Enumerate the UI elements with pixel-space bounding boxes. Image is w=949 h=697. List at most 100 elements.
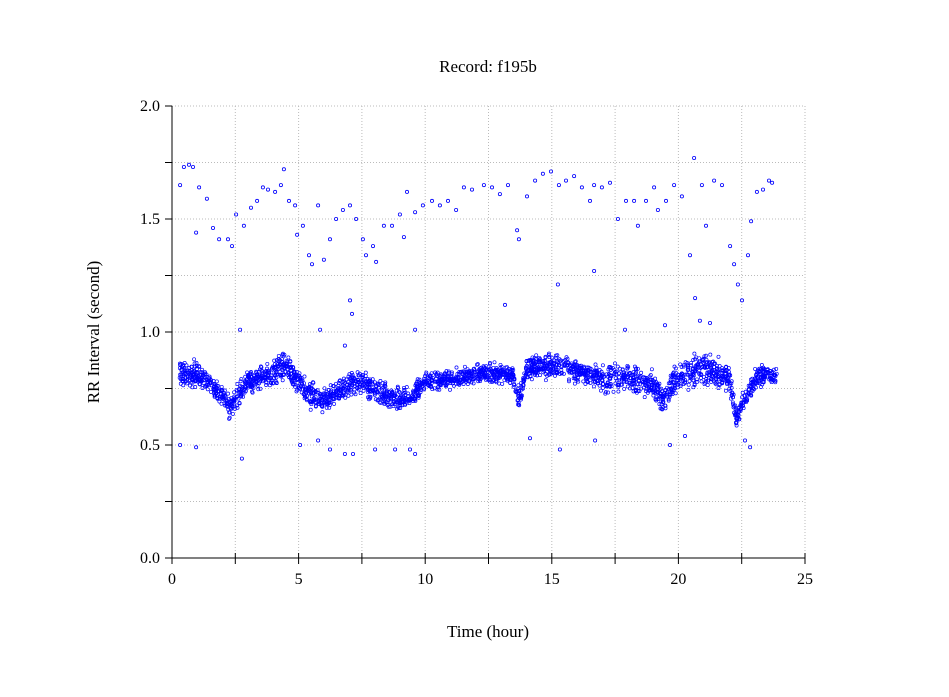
data-point	[600, 386, 605, 390]
data-point	[188, 383, 192, 388]
data-point	[481, 183, 486, 188]
data-point	[237, 389, 242, 394]
data-point	[424, 380, 429, 385]
data-point	[235, 389, 239, 394]
data-point	[611, 389, 616, 394]
data-point	[457, 381, 462, 386]
data-point	[225, 237, 230, 242]
data-point	[246, 385, 250, 390]
data-point	[529, 358, 534, 363]
data-point	[666, 381, 671, 386]
data-point	[511, 384, 516, 389]
data-point	[187, 368, 192, 373]
data-point	[332, 397, 337, 402]
data-point	[469, 187, 474, 192]
data-point	[709, 371, 714, 376]
data-point	[746, 253, 751, 258]
data-point	[723, 388, 728, 393]
data-point	[232, 394, 237, 399]
data-point	[289, 379, 294, 384]
data-point	[454, 207, 459, 212]
data-point	[407, 447, 412, 452]
data-point	[265, 361, 270, 366]
data-point	[292, 369, 297, 374]
data-point	[704, 374, 709, 378]
data-point	[413, 398, 418, 403]
data-point	[192, 357, 197, 362]
data-point	[720, 183, 725, 188]
data-point	[525, 194, 530, 199]
data-point	[311, 396, 316, 401]
data-point	[486, 373, 491, 378]
data-point	[488, 361, 492, 365]
data-point	[650, 377, 655, 382]
data-point	[623, 327, 628, 332]
data-point	[771, 372, 776, 377]
data-point	[448, 387, 452, 392]
chart-title: Record: f195b	[439, 57, 537, 76]
data-point	[360, 380, 365, 385]
data-point	[318, 327, 323, 332]
data-point	[332, 401, 337, 406]
data-point	[566, 360, 571, 365]
data-point	[368, 379, 373, 384]
data-point	[341, 376, 346, 381]
data-point	[556, 183, 561, 188]
data-point	[372, 390, 377, 395]
data-point	[613, 381, 618, 386]
data-point	[705, 359, 710, 364]
data-point	[178, 442, 183, 447]
data-point	[624, 198, 629, 203]
data-point	[742, 398, 747, 403]
data-point	[288, 359, 293, 364]
data-point	[538, 373, 542, 378]
data-point	[675, 374, 680, 379]
data-point	[238, 379, 243, 384]
data-point	[382, 388, 387, 393]
data-point	[295, 232, 300, 237]
data-point	[581, 369, 586, 373]
data-point	[194, 361, 199, 365]
data-point	[413, 451, 418, 456]
data-point	[613, 361, 617, 366]
data-point	[327, 447, 332, 452]
data-point	[381, 223, 386, 228]
data-point	[566, 366, 571, 371]
data-point	[269, 381, 274, 386]
data-point	[576, 375, 581, 380]
data-point	[711, 378, 716, 383]
data-point	[596, 381, 601, 386]
data-point	[708, 363, 713, 368]
data-point	[435, 387, 440, 392]
data-point	[178, 183, 183, 188]
data-point	[303, 390, 308, 395]
data-point	[457, 370, 462, 374]
data-point	[703, 380, 708, 385]
data-point	[316, 438, 321, 443]
data-point	[446, 369, 451, 374]
data-point	[668, 392, 673, 397]
data-point	[640, 380, 645, 385]
data-point	[616, 378, 621, 383]
data-point	[396, 389, 401, 394]
data-point	[512, 377, 516, 382]
data-point	[573, 359, 578, 364]
data-point	[515, 228, 520, 233]
data-point	[388, 393, 393, 398]
data-point	[704, 223, 709, 228]
data-point	[646, 388, 651, 393]
data-point	[697, 318, 702, 323]
data-point	[347, 203, 352, 208]
data-point	[702, 365, 707, 369]
data-point	[765, 367, 770, 372]
data-point	[542, 363, 547, 368]
data-point	[723, 369, 727, 373]
data-point	[625, 363, 630, 368]
data-point	[716, 354, 721, 359]
data-point	[521, 377, 526, 382]
data-point	[334, 388, 339, 393]
data-point	[506, 375, 511, 380]
data-point	[250, 390, 255, 395]
data-point	[632, 198, 637, 203]
data-point	[744, 397, 749, 402]
